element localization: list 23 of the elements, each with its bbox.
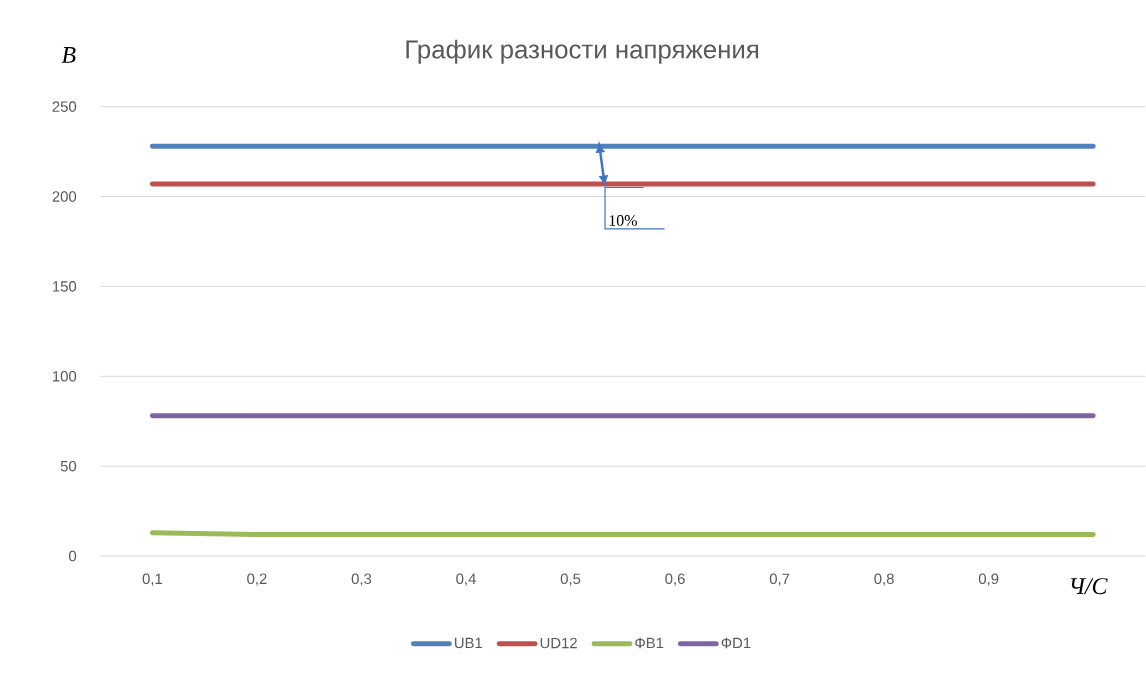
y-tick-label: 250 [52,101,77,113]
y-tick-label: 0 [69,550,77,562]
x-axis-title: Ч/С [1071,578,1108,595]
x-tick-label: 0,8 [874,573,894,586]
y-axis-title: B [61,47,76,63]
x-tick-label: 0,6 [665,573,685,586]
legend-label: UB1 [454,638,483,649]
legend-label: ФD1 [721,637,751,649]
y-tick-label: 200 [52,191,77,202]
x-tick-label: 0,7 [769,573,790,586]
y-tick-label: 150 [53,281,77,292]
y-tick-label: 50 [60,461,77,472]
legend-label: UD12 [540,637,577,649]
legend-label: ФB1 [635,637,664,649]
x-tick-label: 0,2 [247,573,267,586]
x-tick-label: 0,9 [978,573,999,586]
x-tick-label: 0,1 [142,573,163,586]
annotation: 10% [609,215,637,227]
x-tick-label: 0,3 [351,573,372,586]
x-tick-label: 0,4 [456,573,476,586]
y-tick-label: 100 [53,371,77,382]
chart-title: График разности напряжения [406,39,759,64]
x-tick-label: 0,5 [560,573,581,586]
